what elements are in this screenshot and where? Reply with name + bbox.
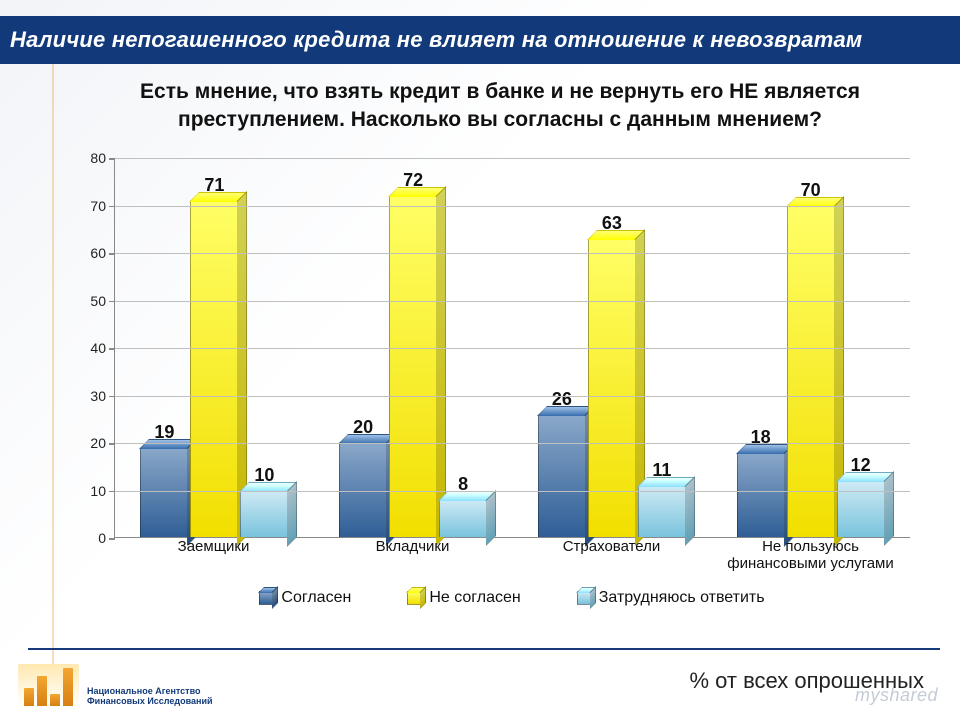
y-tick-label: 40: [90, 340, 106, 356]
bar: 19: [140, 422, 188, 537]
bar-group: 266311: [513, 213, 712, 537]
gridline: [115, 491, 910, 492]
y-tick-label: 60: [90, 245, 106, 261]
bar-rect: [538, 414, 586, 538]
bar: 63: [588, 213, 636, 537]
slide-title-text: Наличие непогашенного кредита не влияет …: [10, 27, 862, 53]
bar-rect: [787, 205, 835, 538]
question-line-2: преступлением. Насколько вы согласны с д…: [80, 106, 920, 134]
logo-icon: [18, 664, 79, 706]
bar: 72: [389, 170, 437, 537]
bar: 20: [339, 417, 387, 537]
bar: 26: [538, 389, 586, 538]
bar-rect: [389, 195, 437, 537]
bar: 8: [439, 474, 487, 537]
y-tick: [109, 491, 115, 493]
legend-item: Не согласен: [407, 589, 520, 607]
legend-label: Согласен: [281, 589, 351, 607]
y-tick: [109, 301, 115, 303]
bar-rect: [588, 238, 636, 537]
bar-group: 197110: [115, 175, 314, 537]
logo-bar: [50, 694, 60, 706]
bar-group: 20728: [314, 170, 513, 537]
legend-label: Не согласен: [429, 589, 520, 607]
y-tick: [109, 443, 115, 445]
question-text: Есть мнение, что взять кредит в банке и …: [80, 78, 920, 135]
y-tick-label: 10: [90, 483, 106, 499]
logo-bar: [24, 688, 34, 706]
x-axis-categories: ЗаемщикиВкладчикиСтрахователиНе пользуюс…: [114, 538, 910, 578]
bar: 10: [240, 465, 288, 538]
gridline: [115, 158, 910, 159]
bar-rect: [190, 200, 238, 537]
logo-line2: Финансовых Исследований: [87, 697, 213, 706]
x-category-label: Заемщики: [114, 538, 313, 578]
y-tick: [109, 253, 115, 255]
legend: Согласен Не согласен Затрудняюсь ответить: [114, 584, 910, 612]
gridline: [115, 348, 910, 349]
legend-label: Затрудняюсь ответить: [599, 589, 765, 607]
footer-divider: [28, 648, 940, 650]
bar-rect: [140, 447, 188, 537]
gridline: [115, 396, 910, 397]
bar-rect: [737, 452, 785, 538]
bar: 12: [837, 455, 885, 537]
logo-text: Национальное Агентство Финансовых Исслед…: [87, 687, 213, 706]
bar-rect: [439, 499, 487, 537]
legend-item: Затрудняюсь ответить: [577, 589, 765, 607]
legend-swatch: [577, 591, 591, 605]
y-tick-label: 30: [90, 388, 106, 404]
legend-item: Согласен: [259, 589, 351, 607]
bar-rect: [240, 490, 288, 538]
bar: 70: [787, 180, 835, 538]
watermark: myshared: [855, 685, 938, 706]
bar-rect: [837, 480, 885, 537]
y-tick: [109, 348, 115, 350]
slide-title-banner: Наличие непогашенного кредита не влияет …: [0, 16, 960, 64]
logo-bar: [37, 676, 47, 706]
y-tick-label: 20: [90, 435, 106, 451]
gridline: [115, 443, 910, 444]
gridline: [115, 301, 910, 302]
y-tick-label: 50: [90, 293, 106, 309]
y-tick-label: 80: [90, 150, 106, 166]
x-category-label: Страхователи: [512, 538, 711, 578]
bar: 11: [638, 460, 686, 537]
y-tick-label: 70: [90, 198, 106, 214]
y-tick: [109, 158, 115, 160]
y-tick: [109, 206, 115, 208]
y-tick: [109, 396, 115, 398]
legend-swatch: [259, 591, 273, 605]
legend-swatch: [407, 591, 421, 605]
decorative-rule: [52, 64, 54, 680]
bar: 71: [190, 175, 238, 537]
bar-group: 187012: [711, 180, 910, 538]
gridline: [115, 206, 910, 207]
plot-area: 19711020728266311187012: [114, 158, 910, 538]
x-category-label: Вкладчики: [313, 538, 512, 578]
x-category-label: Не пользуюсь финансовыми услугами: [711, 538, 910, 578]
bar-rect: [339, 442, 387, 537]
slide: Наличие непогашенного кредита не влияет …: [0, 0, 960, 720]
bar-chart: 01020304050607080 1971102072826631118701…: [70, 158, 920, 628]
question-line-1: Есть мнение, что взять кредит в банке и …: [80, 78, 920, 106]
y-tick-label: 0: [98, 530, 106, 546]
logo-bar: [63, 668, 73, 706]
bar-rect: [638, 485, 686, 537]
y-axis-labels: 01020304050607080: [70, 158, 110, 538]
gridline: [115, 253, 910, 254]
logo: Национальное Агентство Финансовых Исслед…: [18, 664, 213, 706]
